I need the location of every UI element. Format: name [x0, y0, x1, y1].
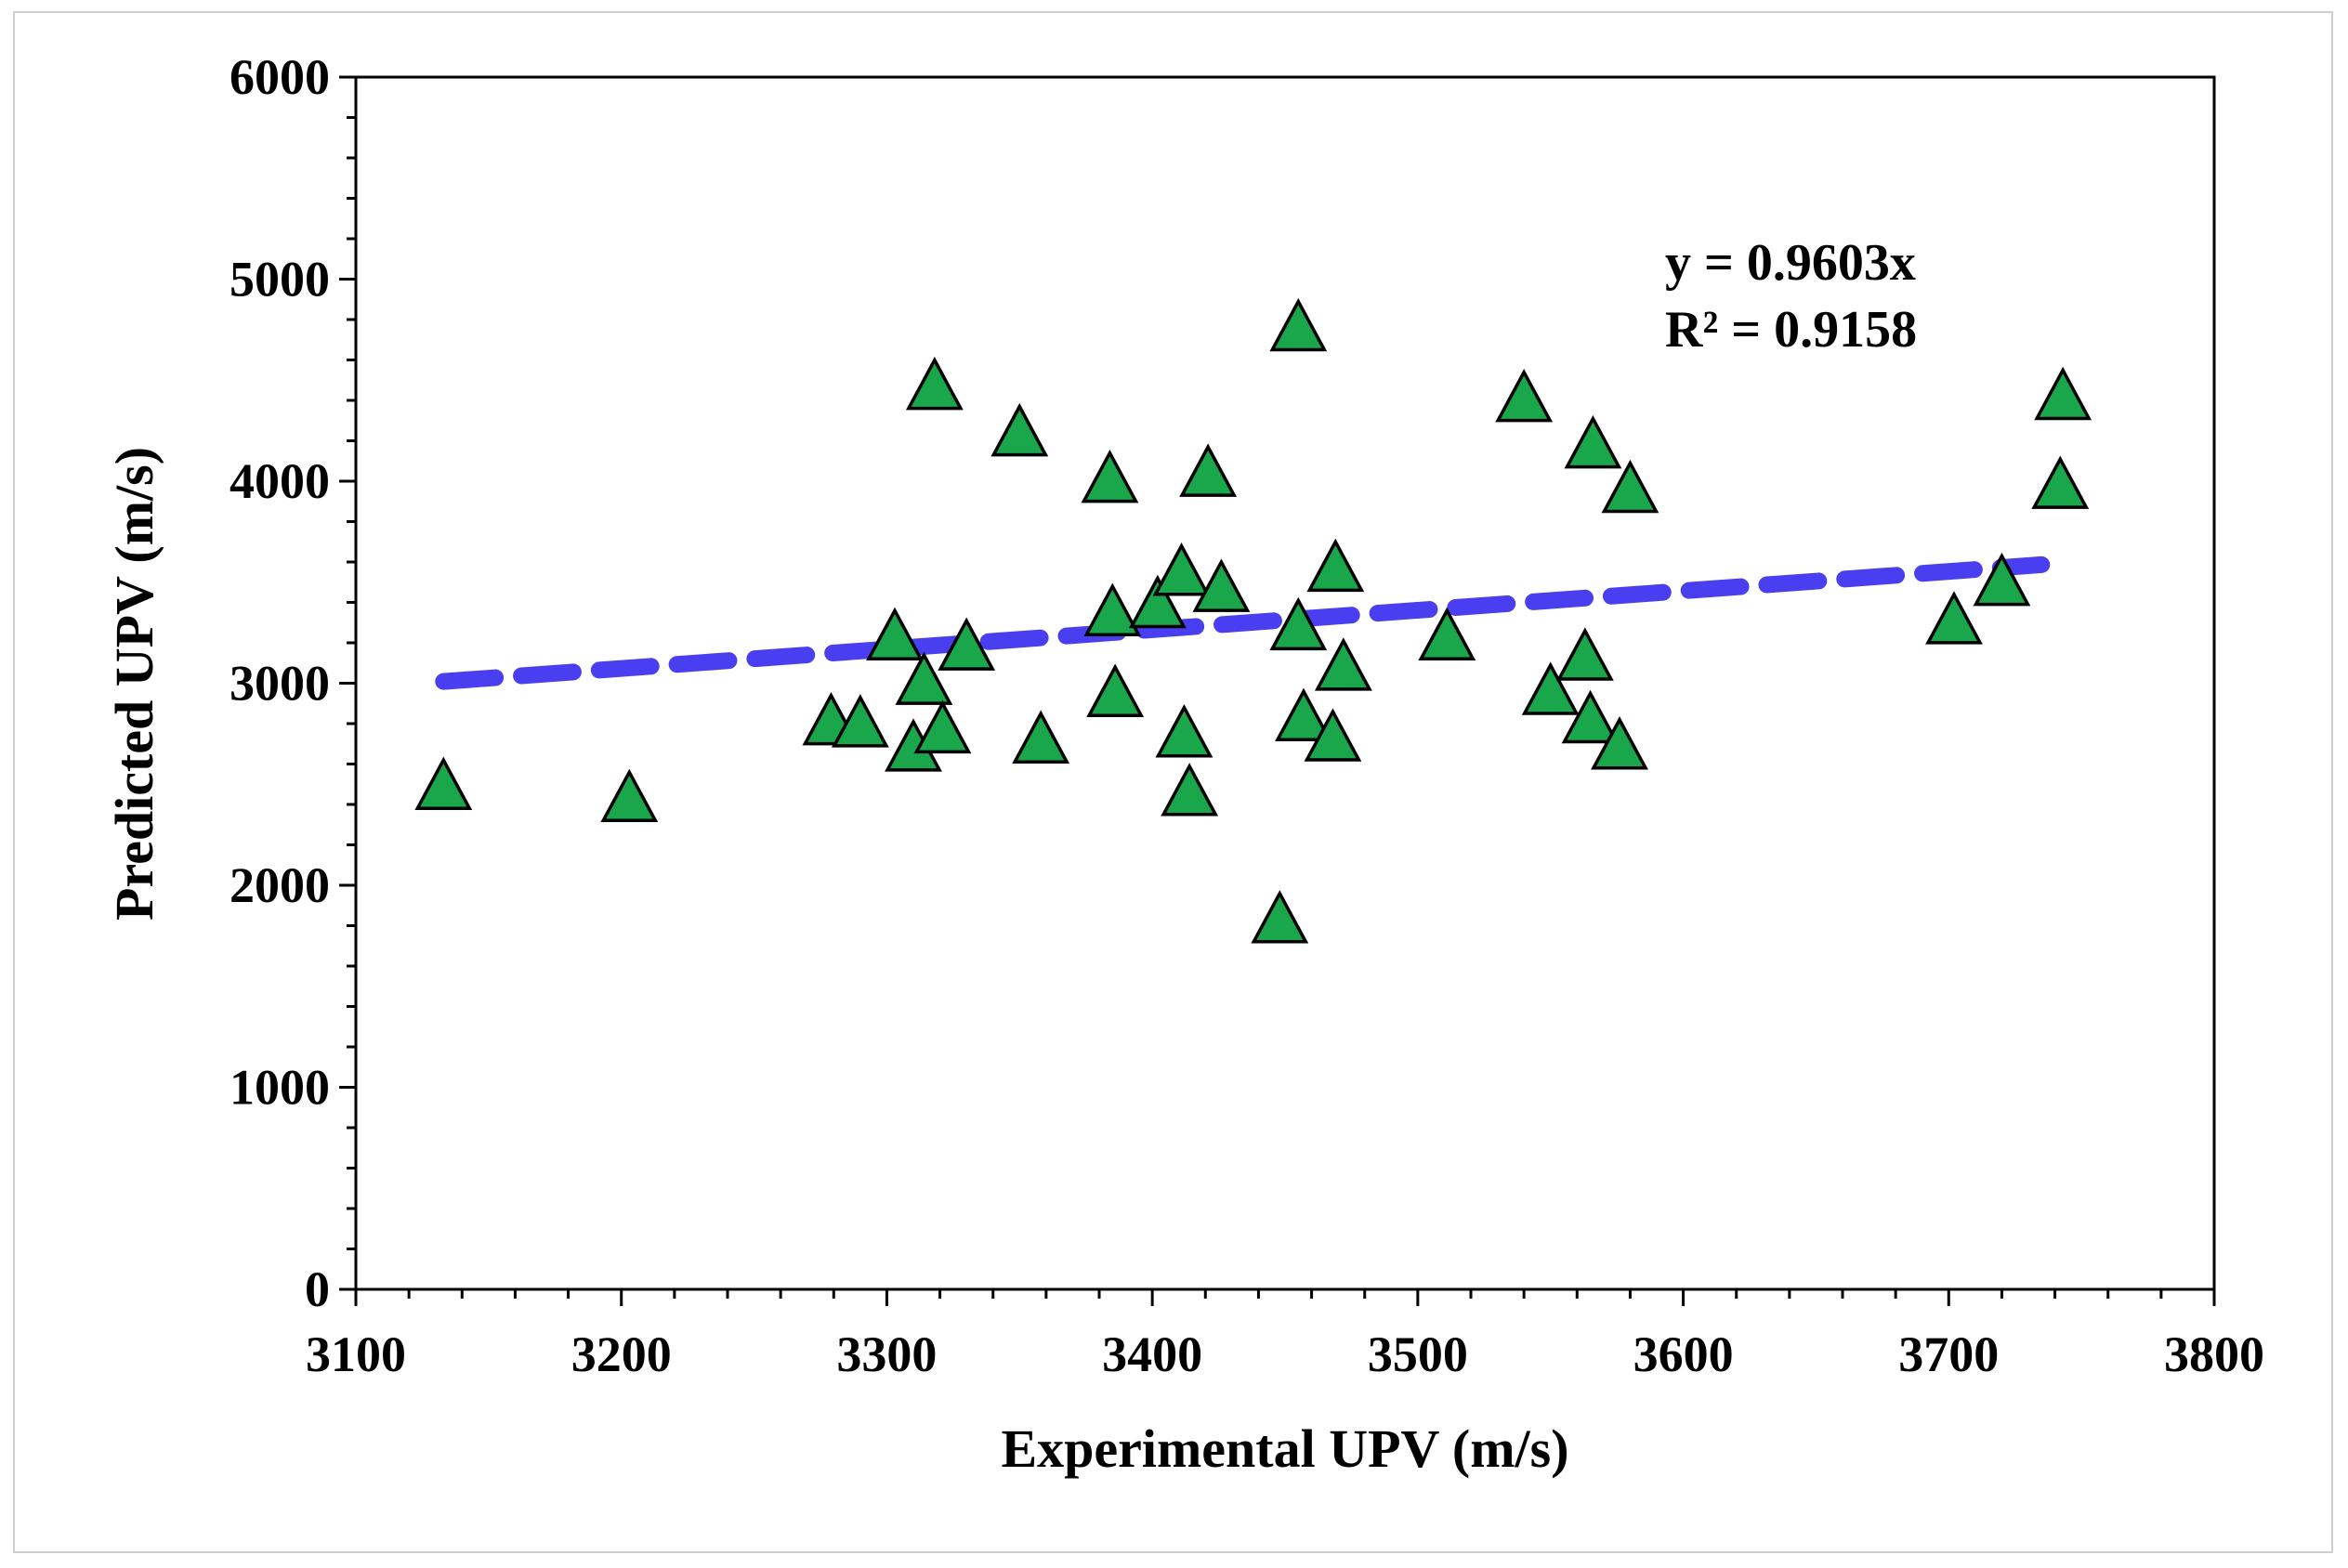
y-tick-label: 1000 — [230, 1060, 330, 1116]
data-point — [1564, 414, 1622, 469]
data-point — [1495, 368, 1554, 423]
trendline — [435, 555, 2051, 690]
data-point — [895, 651, 953, 705]
trendline-equation: y = 0.9603x — [1665, 234, 1916, 292]
data-point — [1269, 596, 1328, 651]
data-point — [1128, 574, 1187, 629]
data-point — [1973, 552, 2031, 607]
x-axis-ticks: 3100 3200 3300 3400 3500 3600 3700 3800 — [306, 1289, 2264, 1382]
data-point — [1081, 449, 1139, 503]
data-points-layer — [414, 297, 2092, 944]
data-point — [1251, 890, 1309, 944]
data-point — [913, 699, 972, 754]
data-point — [1155, 704, 1213, 758]
x-tick-label: 3700 — [1898, 1326, 1999, 1382]
data-point — [1418, 607, 1476, 661]
y-axis-ticks: 0 1000 2000 3000 4000 5000 6000 — [230, 49, 356, 1317]
chart-frame: 0 1000 2000 3000 4000 5000 6000 3100 3200 3300 34… — [13, 11, 2333, 1553]
data-point — [1083, 582, 1142, 636]
data-point — [866, 607, 924, 661]
plot-area — [354, 75, 2216, 1291]
data-point — [1012, 710, 1070, 764]
data-point — [1192, 558, 1251, 612]
data-point — [1591, 716, 1648, 770]
data-point — [990, 402, 1049, 457]
data-point — [1161, 763, 1219, 817]
data-point — [1304, 708, 1362, 762]
data-point — [1086, 663, 1145, 717]
data-point — [905, 356, 964, 411]
y-axis-title: Predicted UPV (m/s) — [104, 447, 164, 921]
data-point — [1152, 542, 1211, 596]
data-point — [2034, 366, 2092, 421]
x-axis-title: Experimental UPV (m/s) — [1001, 1418, 1568, 1479]
y-tick-label: 3000 — [230, 656, 330, 712]
data-point — [1555, 627, 1614, 681]
data-point — [938, 617, 996, 671]
x-tick-label: 3800 — [2164, 1326, 2264, 1382]
y-tick-label: 2000 — [230, 857, 330, 913]
x-tick-label: 3200 — [571, 1326, 672, 1382]
x-tick-label: 3400 — [1102, 1326, 1202, 1382]
data-point — [1275, 687, 1332, 742]
data-point — [600, 768, 659, 823]
data-point — [1269, 297, 1328, 352]
data-point — [1561, 689, 1620, 744]
y-tick-label: 0 — [305, 1261, 330, 1317]
x-tick-label: 3500 — [1368, 1326, 1468, 1382]
data-point — [831, 694, 889, 748]
data-point — [2031, 455, 2090, 509]
data-point — [1925, 591, 1983, 645]
x-tick-label: 3300 — [836, 1326, 937, 1382]
y-tick-label: 4000 — [230, 453, 330, 509]
x-tick-label: 3100 — [306, 1326, 406, 1382]
data-point — [1521, 661, 1580, 715]
data-point — [414, 756, 473, 810]
y-tick-label: 6000 — [230, 49, 330, 105]
r-squared-label: R² = 0.9158 — [1665, 301, 1917, 359]
y-tick-label: 5000 — [230, 252, 330, 307]
data-point — [1179, 443, 1238, 497]
data-point — [1306, 538, 1365, 593]
scatter-chart: 0 1000 2000 3000 4000 5000 6000 3100 3200 3300 34… — [104, 49, 2264, 1479]
trendline-layer — [435, 555, 2051, 690]
x-tick-label: 3600 — [1633, 1326, 1734, 1382]
data-point — [1601, 459, 1659, 514]
data-point — [1314, 637, 1372, 691]
